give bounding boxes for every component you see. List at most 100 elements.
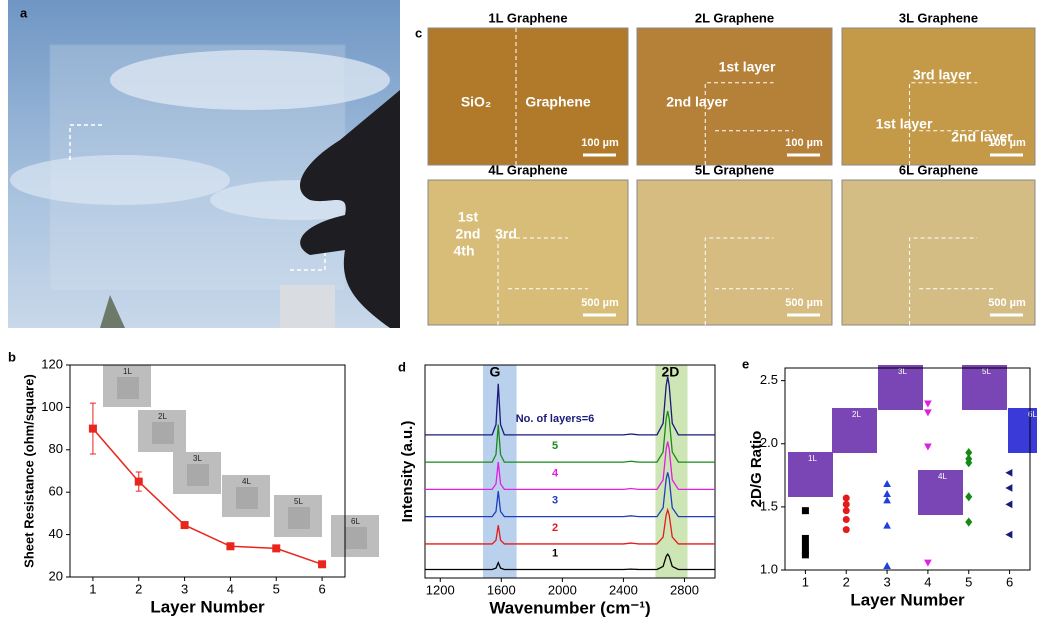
marker — [802, 541, 809, 548]
figure: a c b d e 1L GrapheneSiO₂Graphene100 µm2… — [0, 0, 1037, 617]
y-tick-label: 2.5 — [760, 372, 778, 387]
layer-label: 1st layer — [876, 116, 933, 132]
scale-bar-label: 100 µm — [988, 137, 1026, 149]
marker — [802, 507, 809, 514]
layer-label: 4th — [454, 243, 475, 259]
micrograph-title: 4L Graphene — [488, 162, 567, 177]
x-tick-label: 2 — [843, 574, 850, 589]
marker — [924, 560, 932, 567]
x-tick-label: 1 — [89, 581, 96, 596]
marker — [1005, 531, 1012, 539]
x-tick-label: 1 — [802, 574, 809, 589]
inset-label: 6L — [351, 517, 360, 526]
series-label: 1 — [552, 547, 558, 559]
marker — [883, 496, 891, 503]
x-axis-label: Layer Number — [850, 590, 965, 609]
x-tick-label: 2 — [135, 581, 142, 596]
band-label: 2D — [662, 364, 680, 380]
marker — [965, 492, 972, 501]
inset-label: 4L — [938, 472, 947, 481]
micrograph-title: 3L Graphene — [899, 10, 978, 25]
inset-label: 1L — [123, 367, 132, 376]
inset-label: 3L — [193, 454, 202, 463]
marker — [843, 501, 850, 508]
x-tick-label: 5 — [273, 581, 280, 596]
y-tick-label: 20 — [49, 568, 63, 583]
marker — [1005, 484, 1012, 492]
layer-label: 3rd layer — [913, 67, 972, 83]
panel-label: d — [398, 359, 406, 374]
marker — [965, 517, 972, 526]
marker — [924, 443, 932, 450]
layer-label: 1st — [458, 209, 479, 225]
marker — [843, 526, 850, 533]
micrograph-title: 2L Graphene — [695, 10, 774, 25]
y-tick-label: 100 — [41, 399, 63, 414]
x-tick-label: 5 — [965, 574, 972, 589]
layer-label: SiO₂ — [461, 94, 491, 110]
inset-label: 6L — [1028, 410, 1037, 419]
x-tick-label: 4 — [924, 574, 931, 589]
y-tick-label: 120 — [41, 356, 63, 371]
scale-bar-label: 500 µm — [785, 297, 823, 309]
photo — [8, 0, 400, 328]
x-tick-label: 1200 — [426, 582, 455, 597]
marker — [181, 521, 189, 529]
x-tick-label: 4 — [227, 581, 234, 596]
x-tick-label: 2000 — [548, 582, 577, 597]
series-label: 5 — [552, 440, 558, 452]
marker — [843, 495, 850, 502]
marker — [924, 401, 932, 408]
marker — [883, 562, 891, 569]
inset-film — [152, 422, 174, 444]
inset-label: 2L — [852, 410, 861, 419]
x-tick-label: 3 — [883, 574, 890, 589]
marker — [883, 480, 891, 487]
y-axis-label: Intensity (a.u.) — [399, 421, 416, 523]
series-label: 3 — [552, 495, 558, 507]
inset-label: 4L — [242, 477, 251, 486]
x-tick-label: 3 — [181, 581, 188, 596]
scale-bar-label: 100 µm — [581, 137, 619, 149]
layer-label: 1st layer — [719, 59, 776, 75]
marker — [226, 542, 234, 550]
layer-label: 2nd — [456, 226, 481, 242]
panel-label: e — [742, 356, 749, 371]
layer-label: Graphene — [525, 94, 591, 110]
marker — [883, 522, 891, 529]
series-label: 4 — [552, 467, 559, 479]
inset-film — [345, 527, 367, 549]
inset-film — [187, 464, 209, 486]
panel-label: c — [415, 25, 422, 40]
panel-label: b — [8, 349, 16, 364]
series-label: 2 — [552, 522, 558, 534]
inset-film — [117, 377, 139, 399]
inset-film — [288, 507, 310, 529]
y-tick-label: 1.0 — [760, 561, 778, 576]
marker — [924, 409, 932, 416]
layer-label: 3rd — [495, 226, 517, 242]
x-tick-label: 2400 — [609, 582, 638, 597]
inset-label: 1L — [808, 454, 817, 463]
y-tick-label: 60 — [49, 484, 63, 499]
marker — [1005, 469, 1012, 477]
x-tick-label: 2800 — [670, 582, 699, 597]
marker — [318, 560, 326, 568]
micrograph-title: 5L Graphene — [695, 162, 774, 177]
marker — [1005, 501, 1012, 509]
marker — [135, 478, 143, 486]
micrograph-title: 1L Graphene — [488, 10, 567, 25]
x-tick-label: 1600 — [487, 582, 516, 597]
y-tick-label: 80 — [49, 441, 63, 456]
marker — [883, 490, 891, 497]
inset-label: 5L — [294, 497, 303, 506]
y-tick-label: 40 — [49, 526, 63, 541]
x-axis-label: Layer Number — [150, 597, 265, 616]
layer-label: 2nd layer — [666, 94, 728, 110]
inset-film — [236, 487, 258, 509]
scale-bar-label: 500 µm — [988, 297, 1026, 309]
band-label: G — [490, 364, 501, 380]
marker — [802, 551, 809, 558]
x-axis-label: Wavenumber (cm⁻¹) — [489, 598, 650, 617]
scale-bar-label: 500 µm — [581, 297, 619, 309]
